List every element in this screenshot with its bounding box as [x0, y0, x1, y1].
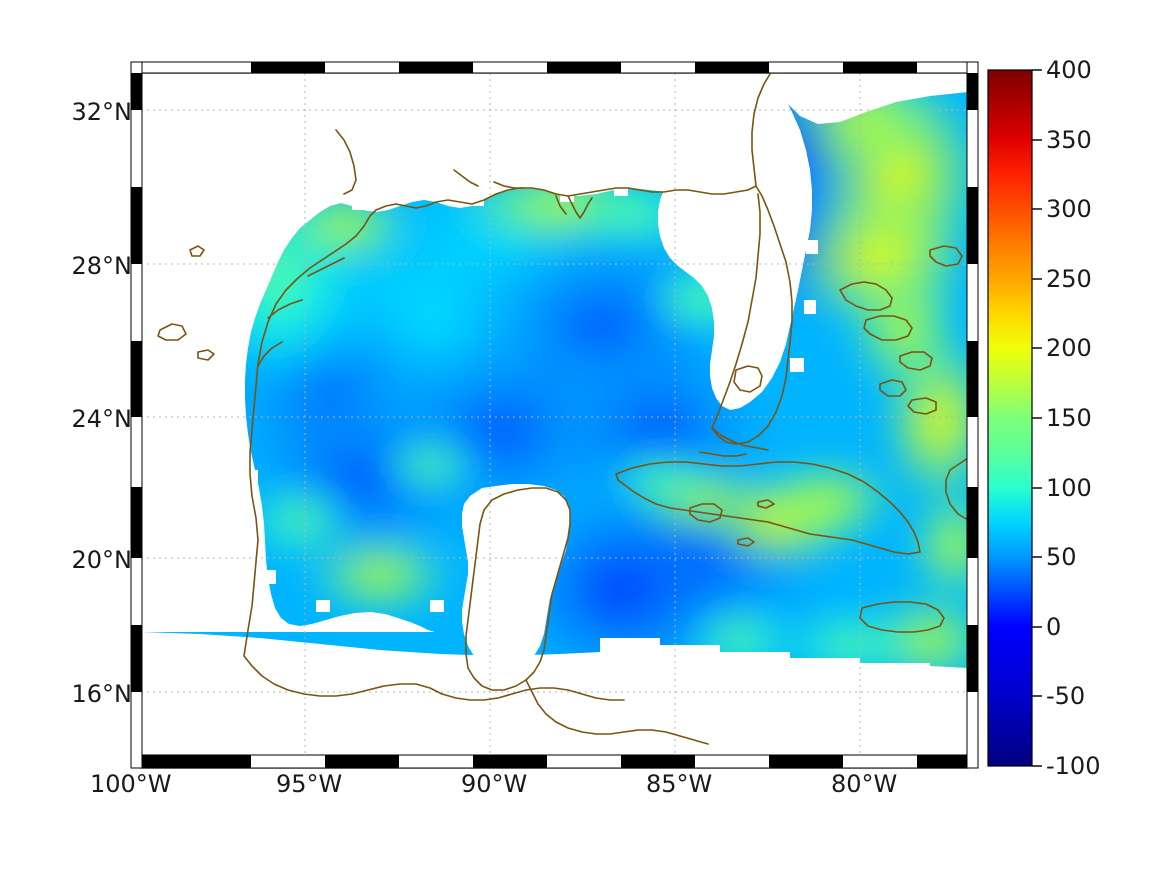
colorbar-label-50: 50 [1046, 543, 1077, 571]
land-mask [141, 73, 968, 768]
x-tick-label-90w: 90°W [461, 770, 528, 798]
colorbar-label-250: 250 [1046, 265, 1092, 293]
colorbar-label-neg50: -50 [1046, 682, 1086, 710]
data-layer [141, 73, 968, 768]
x-tick-label-100w: 100°W [90, 770, 172, 798]
colorbar-label-100: 100 [1046, 474, 1092, 502]
coastlines [157, 73, 968, 745]
colorbar-label-150: 150 [1046, 404, 1092, 432]
y-tick-label-28n: 28°N [71, 252, 133, 280]
graticule [141, 73, 968, 768]
colorbar[interactable] [987, 69, 1042, 767]
frame-top [133, 61, 969, 74]
frame-left [130, 61, 143, 769]
map-frame [130, 61, 979, 769]
frame-right [966, 61, 979, 769]
colorbar-ticks [1032, 69, 1042, 767]
x-tick-label-85w: 85°W [646, 770, 713, 798]
scalar-field-blobs [180, 73, 968, 700]
x-tick-label-80w: 80°W [831, 770, 898, 798]
frame-bottom [133, 754, 969, 769]
y-tick-label-32n: 32°N [71, 98, 133, 126]
y-tick-label-16n: 16°N [71, 680, 133, 708]
colorbar-label-200: 200 [1046, 334, 1092, 362]
colorbar-label-300: 300 [1046, 195, 1092, 223]
colorbar-label-0: 0 [1046, 613, 1062, 641]
colorbar-gradient[interactable] [987, 69, 1033, 767]
colorbar-label-350: 350 [1046, 126, 1092, 154]
y-tick-label-20n: 20°N [71, 546, 133, 574]
colorbar-label-neg100: -100 [1046, 752, 1101, 780]
y-tick-label-24n: 24°N [71, 405, 133, 433]
colorbar-label-400: 400 [1046, 56, 1092, 84]
x-tick-label-95w: 95°W [276, 770, 343, 798]
